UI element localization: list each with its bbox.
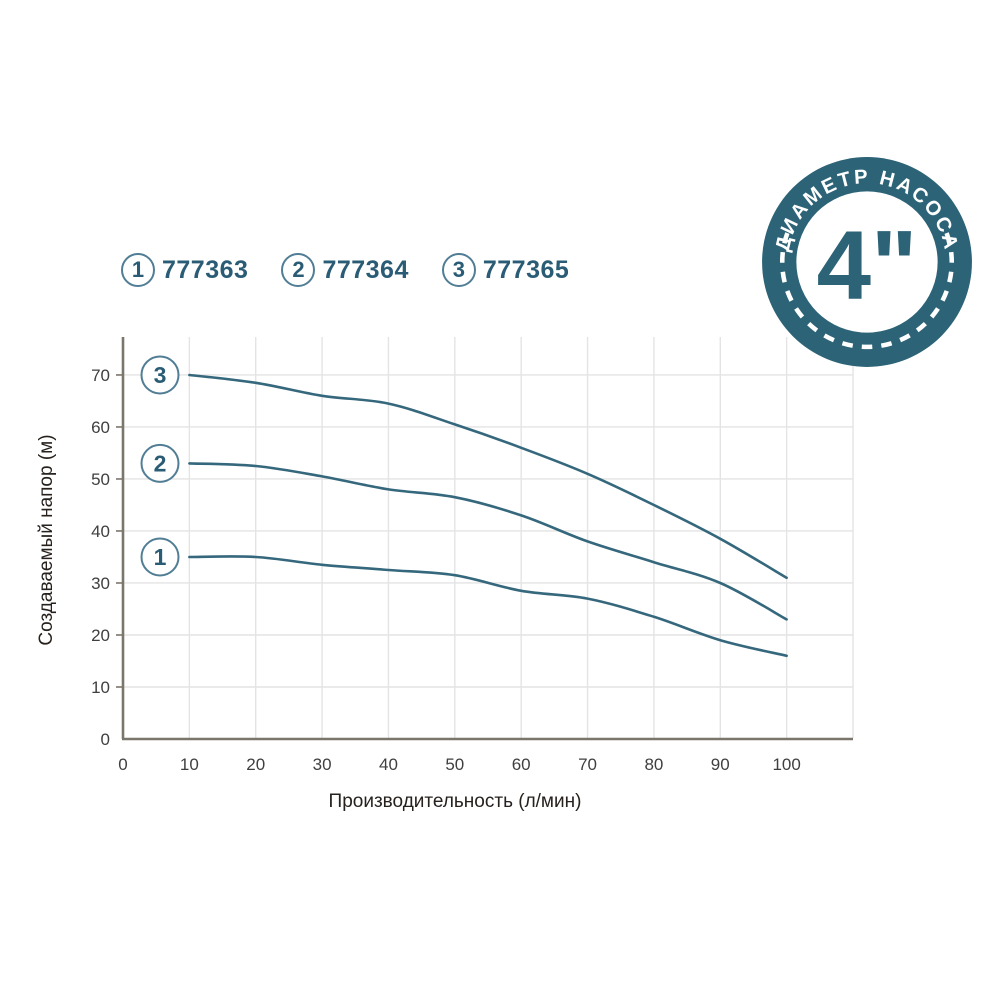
x-tick-label: 30 — [313, 755, 332, 774]
y-tick-label: 10 — [91, 678, 110, 697]
series-2-number-icon: 2 — [281, 253, 316, 287]
y-tick-label: 20 — [91, 626, 110, 645]
x-tick-label: 20 — [246, 755, 265, 774]
x-tick-label: 80 — [644, 755, 663, 774]
pump-diameter-badge-graphic: ДИАМЕТР НАСОСА 4" — [762, 157, 972, 367]
x-tick-label: 70 — [578, 755, 597, 774]
legend-item-1: 1 777363 — [121, 253, 248, 287]
curve-marker-number-3: 3 — [154, 362, 167, 388]
legend-item-3: 3 777365 — [441, 253, 570, 287]
curve-777365 — [188, 373, 788, 580]
x-tick-label: 50 — [445, 755, 464, 774]
pump-diameter-badge: ДИАМЕТР НАСОСА 4" — [756, 151, 978, 373]
y-tick-label: 40 — [91, 522, 110, 541]
x-tick-label: 60 — [512, 755, 531, 774]
series-1-number-icon: 1 — [121, 253, 155, 287]
curve-777363 — [188, 555, 788, 658]
x-tick-label: 0 — [118, 755, 127, 774]
x-axis-title: Производительность (л/мин) — [329, 791, 582, 812]
curve-marker-number-1: 1 — [154, 544, 167, 570]
x-tick-label: 10 — [180, 755, 199, 774]
series-2-code: 777364 — [322, 255, 409, 284]
x-tick-label: 100 — [772, 755, 800, 774]
curve-777364 — [188, 462, 788, 621]
y-tick-label: 50 — [91, 470, 110, 489]
y-axis-title: Создаваемый напор (м) — [36, 434, 57, 645]
y-tick-label: 70 — [91, 366, 110, 385]
x-tick-label: 90 — [711, 755, 730, 774]
y-tick-label: 30 — [91, 574, 110, 593]
y-tick-label: 0 — [101, 730, 110, 749]
curve-marker-circle-1 — [140, 537, 180, 577]
curve-marker-number-2: 2 — [154, 450, 167, 476]
series-3-code: 777365 — [482, 255, 570, 284]
chart-legend: 1 777363 2 777364 3 777365 — [121, 253, 569, 287]
badge-diameter-text: 4" — [817, 209, 918, 319]
series-3-number-icon: 3 — [441, 253, 476, 287]
x-tick-label: 40 — [379, 755, 398, 774]
legend-item-2: 2 777364 — [281, 253, 408, 287]
curve-marker-circle-3 — [140, 355, 180, 395]
badge-dashed-arc — [779, 232, 955, 350]
curve-marker-circle-2 — [140, 443, 180, 483]
badge-inner-circle — [796, 191, 938, 333]
y-tick-label: 60 — [91, 418, 110, 437]
series-1-code: 777363 — [162, 255, 249, 284]
